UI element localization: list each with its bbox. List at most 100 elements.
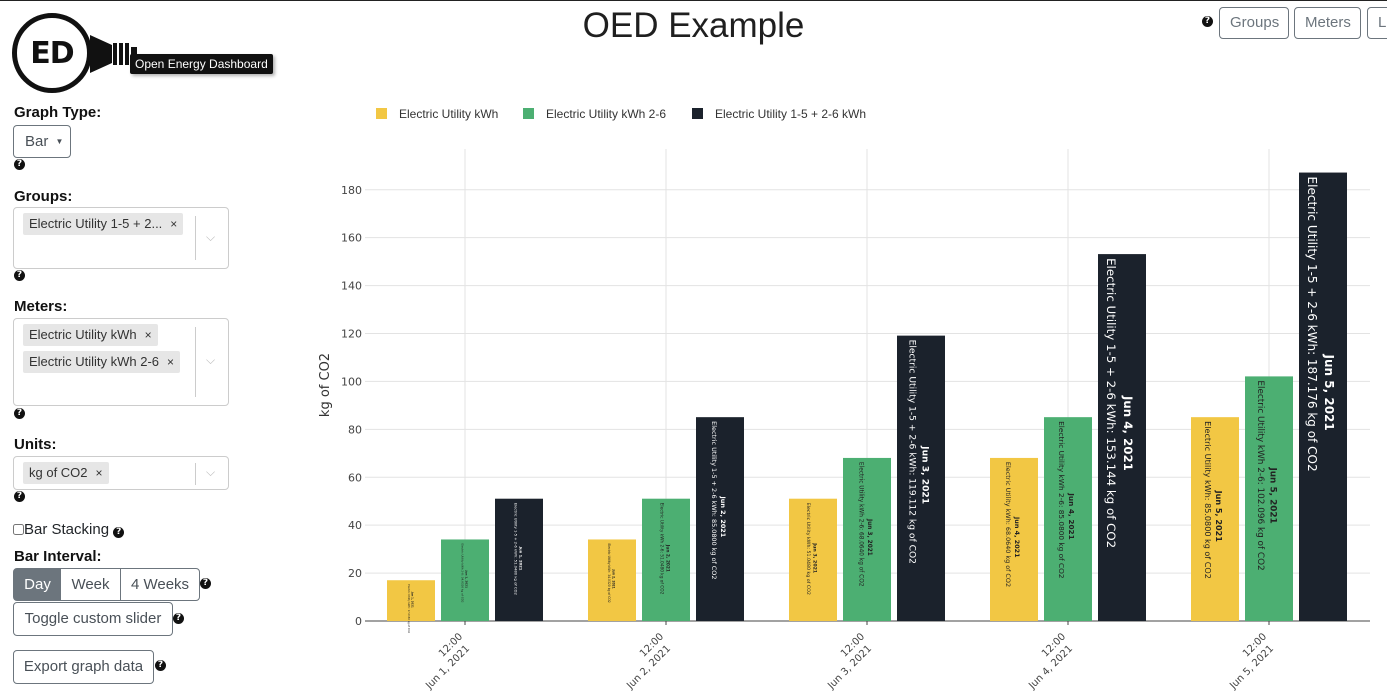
bar [990,457,1038,621]
bar-label-date: Jun 4, 2021 [1121,395,1135,471]
bar [642,498,690,621]
y-tick-label: 180 [341,184,362,197]
legend-label: Electric Utility kWh [399,107,499,121]
y-tick-label: 0 [355,615,362,628]
caret-down-icon: ▼ [55,137,64,146]
bar-label-value: Electric Utility 1-5 + 2-6 kWh: 153.144 … [1104,258,1118,548]
bar-label-date: Jun 3, 2021 [919,445,929,504]
legend-item[interactable]: Electric Utility kWh 2-6 [523,107,666,121]
chevron-down-icon[interactable]: ⌵ [206,230,216,244]
y-tick-label: 80 [348,423,362,436]
bar-stacking-checkbox[interactable] [13,524,24,535]
export-help-icon[interactable]: ? [155,660,166,671]
y-tick-label: 60 [348,471,362,484]
group-chip-label: Electric Utility 1-5 + 2... [29,216,163,231]
bar-label-value: Electric Utility 1-5 + 2-6 kWh: 187.176 … [1305,177,1319,472]
bar-label-value: Electric Utility kWh 2-6: 51.0480 kg of … [659,503,665,595]
interval-4weeks-button[interactable]: 4 Weeks [120,568,200,601]
bar [588,539,636,621]
interval-week-button[interactable]: Week [61,568,121,601]
slider-help-icon[interactable]: ? [173,613,184,624]
logo-text: ED [30,35,74,71]
bar-label-date: Jun 1, 2021 [519,546,523,571]
log-in-button[interactable]: L [1367,7,1387,39]
bar-interval-label: Bar Interval: [14,548,102,565]
bar-stacking-toggle[interactable]: Bar Stacking ? [13,521,125,538]
remove-unit-icon[interactable]: × [95,466,103,480]
meters-select[interactable]: Electric Utility kWh × Electric Utility k… [13,318,229,406]
export-data-button[interactable]: Export graph data [13,650,154,684]
y-axis-label: kg of CO2 [318,353,333,417]
meters-help-icon[interactable]: ? [14,408,25,419]
chevron-down-icon[interactable]: ⌵ [206,353,216,367]
bar-label-date: Jun 4, 2021 [1013,516,1021,558]
bar-stacking-help-icon[interactable]: ? [113,527,125,538]
remove-meter-icon[interactable]: × [167,355,175,369]
meters-label: Meters: [14,298,68,315]
graph-type-help-icon[interactable]: ? [14,159,25,170]
bar-label-date: Jun 2, 2021 [719,495,727,537]
unit-chip-label: kg of CO2 [29,465,88,480]
legend-item[interactable]: Electric Utility kWh [376,107,498,121]
bar-label-value: Electric Utility 1-5 + 2-6 kWh: 85.0800 … [710,421,718,579]
unit-chip: kg of CO2 × [23,462,109,484]
chevron-down-icon[interactable]: ⌵ [206,465,216,479]
units-select[interactable]: kg of CO2 × ⌵ [13,456,229,490]
remove-meter-icon[interactable]: × [144,328,152,342]
bar [897,335,945,621]
units-help-icon[interactable]: ? [14,491,25,502]
groups-label: Groups: [14,188,73,205]
select-separator [195,327,196,397]
bar [1098,254,1146,621]
bar-label-value: Electric Utility kWh: 17.0160 kg of CO2 [407,584,411,633]
legend-label: Electric Utility kWh 2-6 [546,107,667,121]
bar [789,498,837,621]
graph-type-label: Graph Type: [14,104,102,121]
question-circle-icon[interactable]: ? [1202,16,1213,27]
bar [1245,376,1293,621]
bar-label-date: Jun 5, 2021 [1214,490,1224,543]
bar-label-value: Electric Utility kWh: 51.0480 kg of CO2 [805,503,811,595]
groups-button[interactable]: Groups [1219,7,1289,39]
bar-label-value: Electric Utility 1-5 + 2-6 kWh: 51.0480 … [513,503,517,596]
groups-help-icon[interactable]: ? [14,270,25,281]
graph-type-dropdown[interactable]: Bar ▼ [13,125,71,158]
toggle-slider-button[interactable]: Toggle custom slider [13,602,173,636]
bar-label-date: Jun 4, 2021 [1067,492,1076,540]
bar-label-value: Electric Utility kWh 2-6: 85.0800 kg of … [1057,421,1066,578]
bar [387,580,435,621]
bar [441,539,489,621]
select-separator [195,216,196,260]
y-tick-label: 140 [341,280,362,293]
remove-group-icon[interactable]: × [170,217,178,231]
groups-select[interactable]: Electric Utility 1-5 + 2... × ⌵ [13,207,229,269]
bar-interval-help-icon[interactable]: ? [200,578,211,589]
y-tick-label: 20 [348,567,362,580]
units-label: Units: [14,436,57,453]
interval-day-button[interactable]: Day [13,568,62,601]
group-chip: Electric Utility 1-5 + 2... × [23,213,184,235]
legend-label: Electric Utility 1-5 + 2-6 kWh [715,107,867,121]
bar-label-value: Electric Utility kWh: 34.0320 kg of CO2 [607,543,611,602]
legend-item[interactable]: Electric Utility 1-5 + 2-6 kWh [692,107,866,121]
meters-button[interactable]: Meters [1294,7,1361,39]
bar [1191,417,1239,621]
legend-swatch [692,108,703,119]
meter-chip-label: Electric Utility kWh 2-6 [29,354,160,369]
select-separator [195,463,196,485]
bar-label-value: Electric Utility kWh: 85.0800 kg of CO2 [1203,421,1213,579]
bar-label-date: Jun 3, 2021 [866,518,872,556]
bar-label-date: Jun 1, 2021 [410,591,414,608]
bar-label-value: Electric Utility kWh 2-6: 102.096 kg of … [1255,380,1265,570]
